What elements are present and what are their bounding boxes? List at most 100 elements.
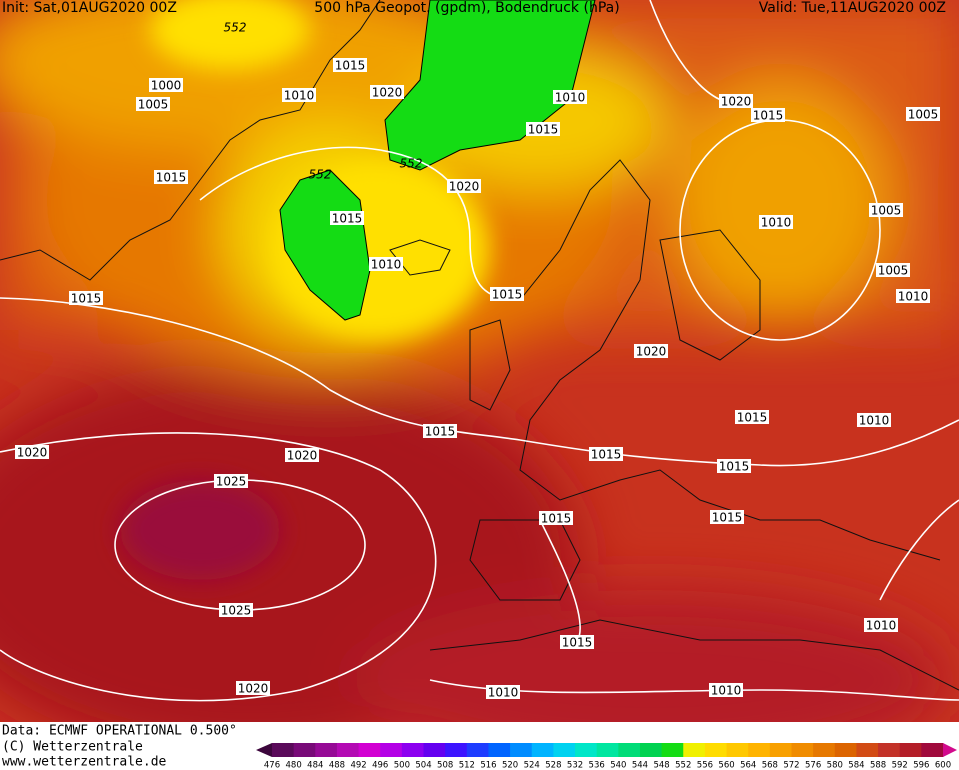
legend-swatch — [358, 743, 381, 757]
isobar-label: 1005 — [908, 108, 939, 122]
legend-label: 564 — [740, 761, 756, 770]
isobar-label: 1020 — [372, 86, 403, 100]
isobar-label: 1020 — [449, 180, 480, 194]
legend-label: 492 — [350, 761, 366, 770]
data-source: Data: ECMWF OPERATIONAL 0.500° — [2, 724, 237, 739]
legend-swatch — [791, 743, 814, 757]
isobar-label: 1000 — [151, 79, 182, 93]
legend-arrow — [256, 743, 272, 757]
label-box — [735, 410, 769, 424]
label-box — [906, 107, 940, 121]
isobar-label: 1015 — [719, 460, 750, 474]
isobar-label: 1010 — [859, 414, 890, 428]
legend-swatch — [466, 743, 489, 757]
legend-swatch — [575, 743, 598, 757]
label-box — [589, 447, 623, 461]
legend-label: 532 — [567, 761, 583, 770]
isobar-label: 1010 — [284, 89, 315, 103]
label-box — [486, 685, 520, 699]
isobar-label: 1010 — [761, 216, 792, 230]
legend-label: 496 — [372, 761, 388, 770]
label-box — [710, 510, 744, 524]
label-box — [282, 88, 316, 102]
label-box — [717, 459, 751, 473]
legend-swatch — [553, 743, 576, 757]
legend-swatch — [488, 743, 511, 757]
legend-swatch — [596, 743, 619, 757]
label-box — [539, 511, 573, 525]
copyright: (C) Wetterzentrale — [2, 740, 143, 755]
legend-label: 548 — [653, 761, 669, 770]
isobar-label: 1010 — [711, 684, 742, 698]
legend-label: 584 — [848, 761, 864, 770]
legend-swatch — [921, 743, 944, 757]
isobar-label: 1015 — [425, 425, 456, 439]
contour-label: 552 — [309, 168, 332, 182]
isobar-label: 1015 — [712, 511, 743, 525]
legend-label: 536 — [589, 761, 605, 770]
legend-swatch — [813, 743, 836, 757]
label-box — [214, 474, 248, 488]
valid-time: Valid: Tue,11AUG2020 00Z — [759, 0, 946, 16]
legend-label: 476 — [264, 761, 280, 770]
legend-label: 556 — [697, 761, 713, 770]
legend-label: 580 — [827, 761, 843, 770]
init-time: Init: Sat,01AUG2020 00Z — [2, 0, 177, 16]
legend-swatch — [272, 743, 295, 757]
label-box — [759, 215, 793, 229]
legend-swatch — [336, 743, 360, 757]
label-box — [490, 287, 524, 301]
legend-label: 596 — [913, 761, 929, 770]
label-box — [634, 344, 668, 358]
legend-swatch — [726, 743, 749, 757]
isobar-label: 1020 — [17, 446, 48, 460]
coastlines — [0, 0, 959, 691]
isobar-label: 1020 — [287, 449, 318, 463]
label-box — [69, 291, 103, 305]
isobar-label: 1015 — [737, 411, 768, 425]
label-box — [219, 603, 253, 617]
label-box — [369, 257, 403, 271]
legend-arrow — [943, 743, 957, 757]
legend-swatch — [878, 743, 901, 757]
legend-swatch — [704, 743, 728, 757]
isobar-label: 1010 — [555, 91, 586, 105]
label-box — [285, 448, 319, 462]
isobar-label: 1010 — [488, 686, 519, 700]
label-box — [857, 413, 891, 427]
contour-label: 552 — [400, 157, 423, 171]
legend-label: 520 — [502, 761, 518, 770]
isobar-label: 1015 — [528, 123, 559, 137]
label-box — [236, 681, 270, 695]
legend-swatch — [510, 743, 533, 757]
label-box — [553, 90, 587, 104]
legend-label: 504 — [415, 761, 431, 770]
color-legend: 476 480 484 488 492 496 500 504 508 512 516 520 524 5… — [256, 743, 957, 770]
isobar-label: 1010 — [898, 290, 929, 304]
legend-swatch — [380, 743, 403, 757]
label-box — [869, 203, 903, 217]
isobar-label: 1015 — [71, 292, 102, 306]
label-box — [154, 170, 188, 184]
label-box — [876, 263, 910, 277]
isobar-label: 1015 — [753, 109, 784, 123]
legend-label: 528 — [545, 761, 561, 770]
isobar-label: 1020 — [238, 682, 269, 696]
legend-label: 488 — [329, 761, 345, 770]
legend-swatch — [899, 743, 922, 757]
isobar-label: 1010 — [866, 619, 897, 633]
url: www.wetterzentrale.de — [2, 755, 167, 770]
label-box — [447, 179, 481, 193]
label-box — [709, 683, 743, 697]
isobar-label: 1020 — [721, 95, 752, 109]
isobar-label: 1005 — [138, 98, 169, 112]
contour-label: 552 — [224, 21, 247, 35]
legend-swatch — [683, 743, 706, 757]
legend-label: 592 — [892, 761, 908, 770]
legend-swatch — [531, 743, 554, 757]
isobar-label: 1005 — [878, 264, 909, 278]
label-box — [149, 78, 183, 92]
isobar-label: 1020 — [636, 345, 667, 359]
